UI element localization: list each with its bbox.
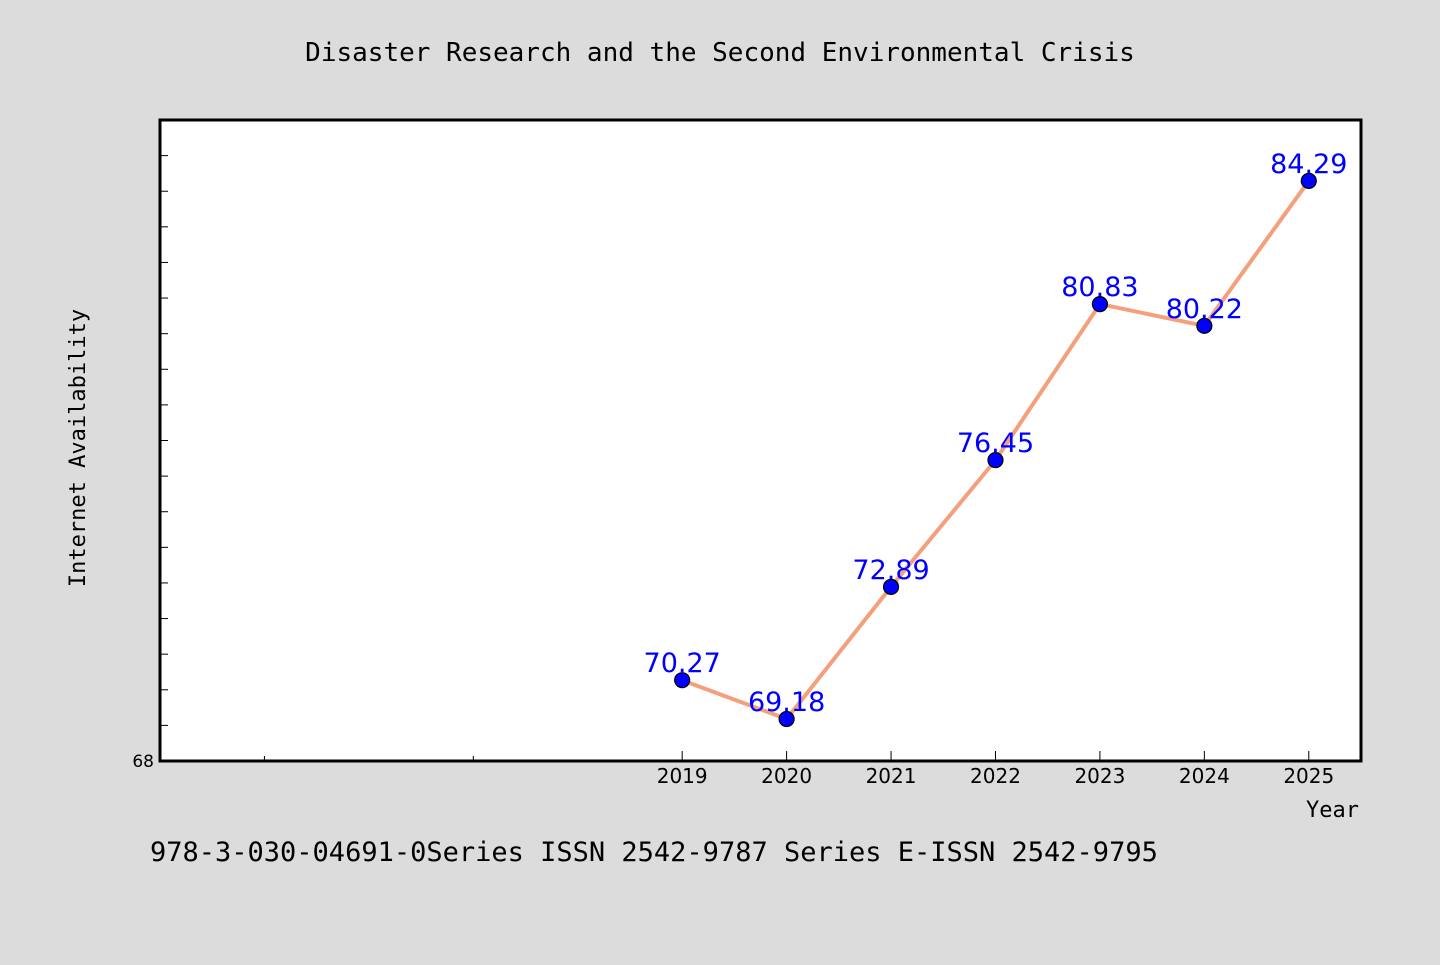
y-axis-label: Internet Availability <box>66 309 91 587</box>
data-label: 69.18 <box>748 687 825 718</box>
data-point <box>882 578 900 595</box>
data-markers <box>674 172 1317 728</box>
x-tick-label: 2025 <box>1283 764 1334 788</box>
data-label: 84.29 <box>1270 149 1347 180</box>
data-labels: 70.27 69.18 72.89 76.45 80.83 80.22 84.29 <box>644 149 1348 718</box>
data-label: 70.27 <box>644 648 721 679</box>
chart-title: Disaster Research and the Second Environ… <box>305 38 1135 68</box>
data-label: 76.45 <box>957 428 1034 459</box>
x-tick-label: 2024 <box>1179 764 1230 788</box>
x-axis-label: Year <box>1306 798 1359 823</box>
data-point <box>778 710 795 728</box>
x-tick-label: 2023 <box>1074 764 1125 788</box>
data-label: 72.89 <box>852 555 929 586</box>
data-point <box>1091 296 1109 313</box>
data-point <box>1196 317 1213 334</box>
x-tick-label: 2021 <box>866 764 917 788</box>
x-tick-label: 2019 <box>657 764 708 788</box>
x-tick-label: 2022 <box>970 764 1021 788</box>
data-label: 80.22 <box>1166 294 1243 325</box>
y-tick-label: 68 <box>132 752 154 772</box>
data-point <box>674 672 691 689</box>
x-axis: 2019 2020 2021 2022 2023 2024 2025 <box>263 751 1334 788</box>
y-axis: 68 <box>132 155 168 772</box>
x-tick-label: 2020 <box>761 764 812 788</box>
data-point <box>987 451 1004 469</box>
data-label: 80.83 <box>1061 272 1138 303</box>
data-point <box>1300 172 1317 189</box>
footer-text: 978-3-030-04691-0Series ISSN 2542-9787 S… <box>150 837 1158 868</box>
plot-area <box>158 118 1363 763</box>
